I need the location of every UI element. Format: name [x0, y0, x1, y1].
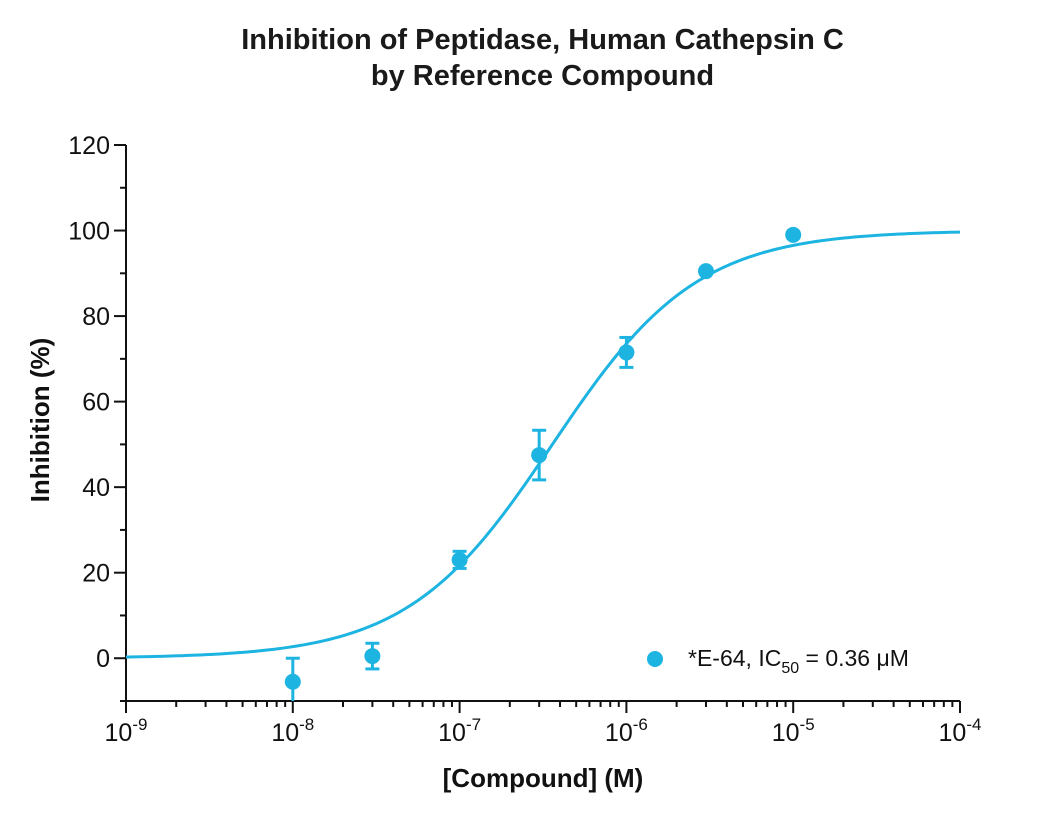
data-point	[284, 673, 301, 690]
data-point	[785, 226, 802, 243]
legend-label: *E-64, IC50 = 0.36 μM	[688, 645, 909, 677]
x-tick-label: 10-8	[271, 715, 314, 747]
chart-title: Inhibition of Peptidase, Human Cathepsin…	[0, 22, 1050, 94]
x-tick-label: 10-6	[605, 715, 648, 747]
data-point	[697, 263, 714, 280]
chart-title-line-1: Inhibition of Peptidase, Human Cathepsin…	[241, 24, 844, 56]
y-tick-label: 60	[82, 389, 110, 417]
data-point	[364, 648, 381, 665]
fit-curve	[125, 230, 961, 659]
y-tick-label: 100	[68, 218, 110, 246]
y-axis-title: Inhibition (%)	[25, 338, 55, 503]
legend: *E-64, IC50 = 0.36 μM	[647, 645, 909, 677]
fit-curve-layer	[125, 230, 961, 659]
y-tick-label: 40	[82, 474, 110, 502]
x-tick-label: 10-4	[939, 715, 982, 747]
chart-title-line-2: by Reference Compound	[370, 60, 715, 92]
x-tick-label: 10-5	[772, 715, 815, 747]
data-point	[451, 551, 468, 568]
y-tick-label: 120	[68, 132, 110, 160]
axes: 0 20 40 60 80 100 120 10-9 10-8 10-7 10-6 10-5 10-4	[68, 132, 981, 747]
x-tick-label: 10-9	[105, 715, 148, 747]
data-point	[618, 344, 635, 361]
y-tick-label: 80	[82, 303, 110, 331]
y-tick-label: 0	[96, 645, 110, 673]
legend-marker	[647, 651, 663, 667]
data-point	[531, 447, 548, 464]
y-tick-label: 20	[82, 560, 110, 588]
data-points-layer	[284, 226, 802, 701]
x-tick-label: 10-7	[438, 715, 481, 747]
x-axis-title: [Compound] (M)	[443, 763, 644, 793]
